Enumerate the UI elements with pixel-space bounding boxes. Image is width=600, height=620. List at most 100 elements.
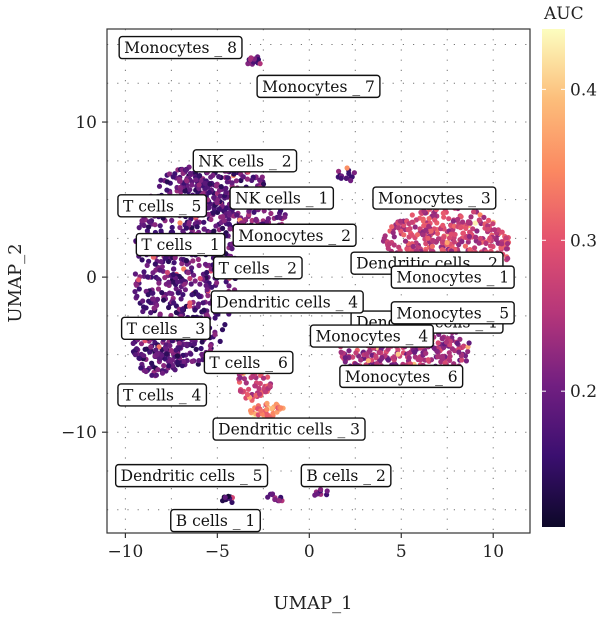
cluster-label: NK cells _ 1 [229, 186, 335, 210]
data-point [221, 217, 227, 224]
data-point [426, 216, 432, 222]
data-point [463, 225, 469, 231]
data-point [244, 391, 251, 398]
data-point [242, 217, 248, 223]
data-point [194, 224, 200, 230]
data-point [250, 374, 256, 380]
data-point [189, 292, 195, 298]
data-point [234, 212, 240, 218]
data-point [187, 187, 193, 193]
data-point [429, 243, 435, 249]
cluster-label-text: Monocytes _ 3 [378, 190, 491, 208]
data-point [463, 358, 469, 364]
cluster-label: Dendritic cells _ 3 [212, 417, 366, 441]
data-point [176, 345, 183, 351]
data-point [256, 385, 262, 392]
data-point [167, 357, 173, 363]
data-point [420, 232, 426, 238]
cluster-label-text: Monocytes _ 6 [345, 368, 458, 386]
cluster-label-box [135, 232, 226, 257]
legend-title: AUC [543, 4, 584, 24]
data-point [472, 220, 478, 226]
data-point [144, 262, 150, 268]
data-point [443, 339, 449, 345]
data-point [187, 170, 193, 177]
data-point [353, 350, 359, 356]
data-point [150, 270, 156, 276]
data-point [260, 181, 267, 187]
data-point [423, 227, 429, 233]
cluster-label-text: Monocytes _ 2 [238, 227, 351, 245]
data-point [177, 220, 183, 226]
data-point [406, 355, 412, 361]
cluster-label: Monocytes _ 2 [232, 223, 357, 247]
data-point [164, 269, 170, 276]
data-point [391, 242, 397, 248]
cluster-label: Monocytes _ 3 [372, 186, 497, 210]
data-point [447, 357, 453, 363]
data-point [270, 410, 276, 416]
data-point [257, 177, 263, 183]
data-point [192, 307, 198, 313]
data-point [420, 218, 427, 224]
data-point [177, 178, 183, 184]
data-point [460, 219, 466, 225]
data-point [183, 225, 189, 231]
data-point [216, 206, 222, 212]
data-point [216, 174, 222, 180]
cluster-label-box [120, 316, 211, 340]
data-point [486, 217, 492, 223]
data-point [186, 303, 193, 309]
data-point [201, 219, 207, 225]
data-point [203, 282, 209, 289]
cluster-label: Dendritic cells _ 5 [114, 463, 269, 488]
data-point [255, 57, 261, 63]
data-point [338, 175, 344, 181]
cluster-label-text: T cells _ 4 [123, 386, 202, 404]
data-point [166, 171, 172, 177]
data-point [450, 218, 456, 224]
data-point [269, 405, 275, 412]
cluster-label-text: NK cells _ 2 [198, 152, 291, 170]
data-point [451, 239, 457, 245]
data-point [130, 340, 136, 346]
data-point [390, 230, 396, 236]
data-point [503, 246, 510, 252]
data-point [268, 210, 274, 217]
data-point [149, 372, 155, 378]
data-point [460, 230, 466, 236]
data-point [161, 363, 167, 369]
cluster-label-box [118, 35, 243, 60]
data-point [448, 231, 454, 237]
cluster-label-box [117, 194, 208, 218]
data-point [265, 374, 271, 380]
cluster-label-box [114, 463, 269, 488]
data-point [365, 358, 371, 364]
data-point [175, 290, 181, 296]
data-point [142, 346, 148, 352]
cluster-label-text: T cells _ 2 [219, 259, 297, 277]
data-point [457, 336, 463, 342]
data-point [499, 241, 505, 247]
data-point [222, 494, 228, 500]
data-point [409, 232, 415, 238]
data-point [476, 217, 482, 223]
data-point [414, 232, 421, 238]
data-point [199, 351, 205, 357]
data-point [231, 171, 237, 177]
data-point [214, 183, 220, 189]
data-point [338, 349, 344, 355]
cluster-label: Monocytes _ 1 [390, 265, 515, 289]
data-point [196, 262, 202, 269]
data-point [248, 55, 254, 61]
data-point [190, 258, 196, 264]
data-point [435, 340, 441, 346]
data-point [208, 174, 214, 180]
cluster-label-text: T cells _ 1 [141, 236, 219, 254]
data-point [229, 499, 235, 505]
data-point [468, 214, 474, 220]
data-point [207, 343, 213, 349]
data-point [148, 310, 154, 316]
data-point [172, 367, 178, 373]
